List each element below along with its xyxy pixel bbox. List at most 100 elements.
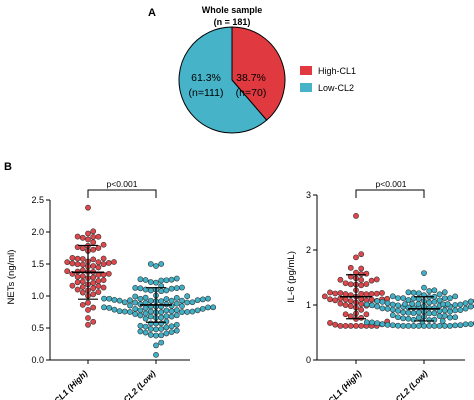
il6-point-cl1 bbox=[363, 311, 370, 318]
nets-point-cl1 bbox=[90, 256, 97, 263]
legend-swatch-high bbox=[300, 66, 312, 75]
nets-point-cl2 bbox=[137, 322, 144, 329]
il6-point-cl2 bbox=[379, 321, 386, 328]
nets-point-cl2 bbox=[101, 295, 107, 302]
il6-point-cl2 bbox=[426, 288, 433, 294]
il6-point-cl1 bbox=[368, 277, 375, 284]
il6-point-cl2 bbox=[395, 314, 401, 321]
nets-point-cl2 bbox=[142, 277, 149, 283]
il6-point-cl1 bbox=[353, 254, 359, 261]
il6-point-cl1 bbox=[332, 321, 339, 328]
pie-slice-high bbox=[231, 26, 286, 121]
nets-point-cl1 bbox=[90, 239, 97, 246]
il6-point-cl2 bbox=[462, 305, 469, 312]
nets-point-cl2 bbox=[142, 329, 149, 336]
nets-point-cl2 bbox=[101, 304, 107, 311]
il6-point-cl2 bbox=[462, 321, 469, 328]
il6-point-cl2 bbox=[379, 305, 386, 312]
il6-point-cl2 bbox=[410, 310, 417, 316]
nets-point-cl2 bbox=[132, 299, 139, 306]
nets-point-cl1 bbox=[95, 272, 102, 278]
nets-point-cl2 bbox=[147, 261, 154, 267]
nets-point-cl1 bbox=[111, 259, 117, 265]
il6-point-cl2 bbox=[447, 322, 453, 329]
nets-point-cl2 bbox=[194, 307, 201, 314]
il6-point-cl2 bbox=[402, 301, 408, 308]
nets-point-cl2 bbox=[168, 313, 175, 320]
nets-point-cl1 bbox=[79, 278, 86, 285]
nets-point-cl2 bbox=[199, 305, 206, 312]
il6-point-cl2 bbox=[431, 316, 438, 323]
nets-point-cl2 bbox=[153, 279, 159, 286]
il6-point-cl1 bbox=[347, 322, 354, 329]
il6-point-cl2 bbox=[444, 301, 451, 307]
il6-point-cl1 bbox=[363, 270, 370, 277]
nets-point-cl2 bbox=[147, 313, 154, 320]
pie-chart: Whole sample (n = 181) 38.7% (n=70) 61.3… bbox=[178, 5, 356, 134]
panel-b-letter: B bbox=[4, 161, 12, 173]
il6-point-cl2 bbox=[431, 305, 438, 311]
nets-point-cl2 bbox=[153, 351, 159, 358]
nets-category-cl1: CL1 (High) bbox=[52, 368, 90, 400]
nets-point-cl1 bbox=[90, 279, 97, 286]
pie-subtitle: (n = 181) bbox=[214, 17, 251, 27]
pie-slice-low bbox=[178, 26, 268, 134]
il6-point-cl2 bbox=[415, 290, 422, 297]
il6-point-cl2 bbox=[389, 306, 396, 313]
nets-y-tick-label: 2.0 bbox=[31, 227, 44, 237]
il6-point-cl1 bbox=[358, 251, 365, 258]
il6-significance-bracket bbox=[355, 189, 425, 198]
nets-point-cl2 bbox=[147, 308, 154, 315]
nets-point-cl2 bbox=[158, 332, 165, 339]
nets-point-cl2 bbox=[179, 297, 185, 304]
il6-y-tick-label: 0 bbox=[306, 355, 311, 365]
il6-point-cl1 bbox=[368, 296, 375, 303]
il6-point-cl1 bbox=[342, 311, 349, 318]
pie-legend: High-CL1 Low-CL2 bbox=[300, 66, 356, 93]
nets-point-cl2 bbox=[158, 320, 165, 327]
nets-y-axis-label: NETs (ng/ml) bbox=[6, 250, 17, 305]
nets-point-cl2 bbox=[158, 277, 165, 284]
il6-point-cl2 bbox=[426, 322, 433, 329]
nets-point-cl2 bbox=[137, 307, 144, 314]
il6-point-cl1 bbox=[347, 281, 354, 288]
nets-point-cl1 bbox=[90, 234, 97, 240]
nets-point-cl1 bbox=[90, 304, 97, 311]
il6-point-cl2 bbox=[447, 295, 453, 302]
nets-point-cl1 bbox=[69, 282, 76, 289]
nets-point-cl2 bbox=[173, 275, 180, 282]
nets-point-cl1 bbox=[90, 285, 97, 292]
il6-point-cl2 bbox=[374, 298, 381, 305]
il6-y-tick-label: 1 bbox=[306, 300, 311, 310]
nets-point-cl2 bbox=[153, 342, 159, 349]
il6-point-cl1 bbox=[327, 320, 333, 326]
nets-point-cl2 bbox=[163, 330, 170, 337]
il6-point-cl2 bbox=[447, 314, 453, 321]
il6-point-cl2 bbox=[457, 322, 464, 329]
nets-point-cl1 bbox=[79, 261, 86, 268]
nets-point-cl2 bbox=[173, 294, 180, 301]
nets-point-cl2 bbox=[205, 295, 211, 302]
nets-point-cl2 bbox=[168, 308, 175, 315]
nets-y-tick-label: 0.0 bbox=[31, 355, 44, 365]
pie-label-high-count: (n=70) bbox=[236, 87, 267, 99]
il6-point-cl2 bbox=[441, 322, 448, 329]
nets-point-cl2 bbox=[168, 329, 175, 335]
nets-point-cl2 bbox=[116, 308, 123, 315]
il6-point-cl1 bbox=[373, 290, 380, 297]
il6-point-cl2 bbox=[426, 317, 433, 323]
nets-point-cl2 bbox=[168, 323, 175, 330]
il6-point-cl2 bbox=[415, 301, 422, 307]
il6-point-cl2 bbox=[405, 297, 412, 303]
il6-point-cl2 bbox=[436, 313, 443, 320]
pie-label-high-percent: 38.7% bbox=[236, 72, 266, 84]
il6-point-cl1 bbox=[332, 290, 339, 297]
nets-point-cl1 bbox=[85, 321, 91, 328]
il6-point-cl1 bbox=[342, 291, 349, 297]
nets-point-cl1 bbox=[100, 277, 107, 284]
nets-point-cl2 bbox=[158, 261, 165, 267]
nets-point-cl2 bbox=[184, 299, 191, 306]
nets-point-cl2 bbox=[184, 309, 191, 315]
nets-point-cl2 bbox=[127, 302, 133, 309]
nets-point-cl2 bbox=[106, 295, 113, 302]
